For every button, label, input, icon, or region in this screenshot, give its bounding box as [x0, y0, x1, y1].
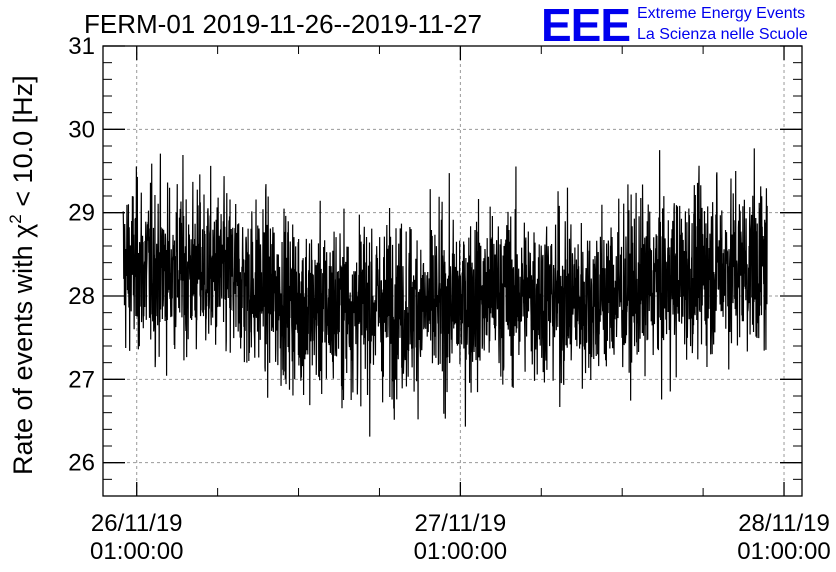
eee-logo: EEE Extreme Energy Events La Scienza nel… [541, 0, 808, 51]
y-tick-label: 30 [68, 116, 95, 143]
x-tick-label-date: 28/11/19 [738, 510, 830, 537]
x-tick-label-date: 26/11/19 [91, 510, 183, 537]
rate-series-line [122, 148, 768, 437]
data-layer [122, 148, 768, 437]
y-tick-label: 27 [68, 366, 95, 393]
y-axis-ticks: 26 27 28 29 30 31 [68, 33, 802, 497]
x-tick-label-time: 01:00:00 [737, 538, 830, 565]
logo-eee-mark: EEE [541, 0, 630, 51]
y-tick-label: 28 [68, 283, 95, 310]
logo-line-2: La Scienza nelle Scuole [637, 26, 808, 43]
y-tick-label: 31 [68, 33, 95, 60]
chart-title: FERM-01 2019-11-26--2019-11-27 [84, 9, 482, 39]
x-tick-label-time: 01:00:00 [90, 538, 183, 565]
logo-line-1: Extreme Energy Events [637, 5, 805, 22]
y-axis-label: Rate of events with χ2 < 10.0 [Hz] [6, 75, 38, 475]
x-tick-label-date: 27/11/19 [415, 510, 507, 537]
y-tick-label: 29 [68, 200, 95, 227]
y-tick-label: 26 [68, 450, 95, 477]
x-tick-label-time: 01:00:00 [414, 538, 507, 565]
x-axis-ticks: 26/11/1901:00:0027/11/1901:00:0028/11/19… [90, 46, 831, 565]
plot-frame [102, 45, 803, 497]
